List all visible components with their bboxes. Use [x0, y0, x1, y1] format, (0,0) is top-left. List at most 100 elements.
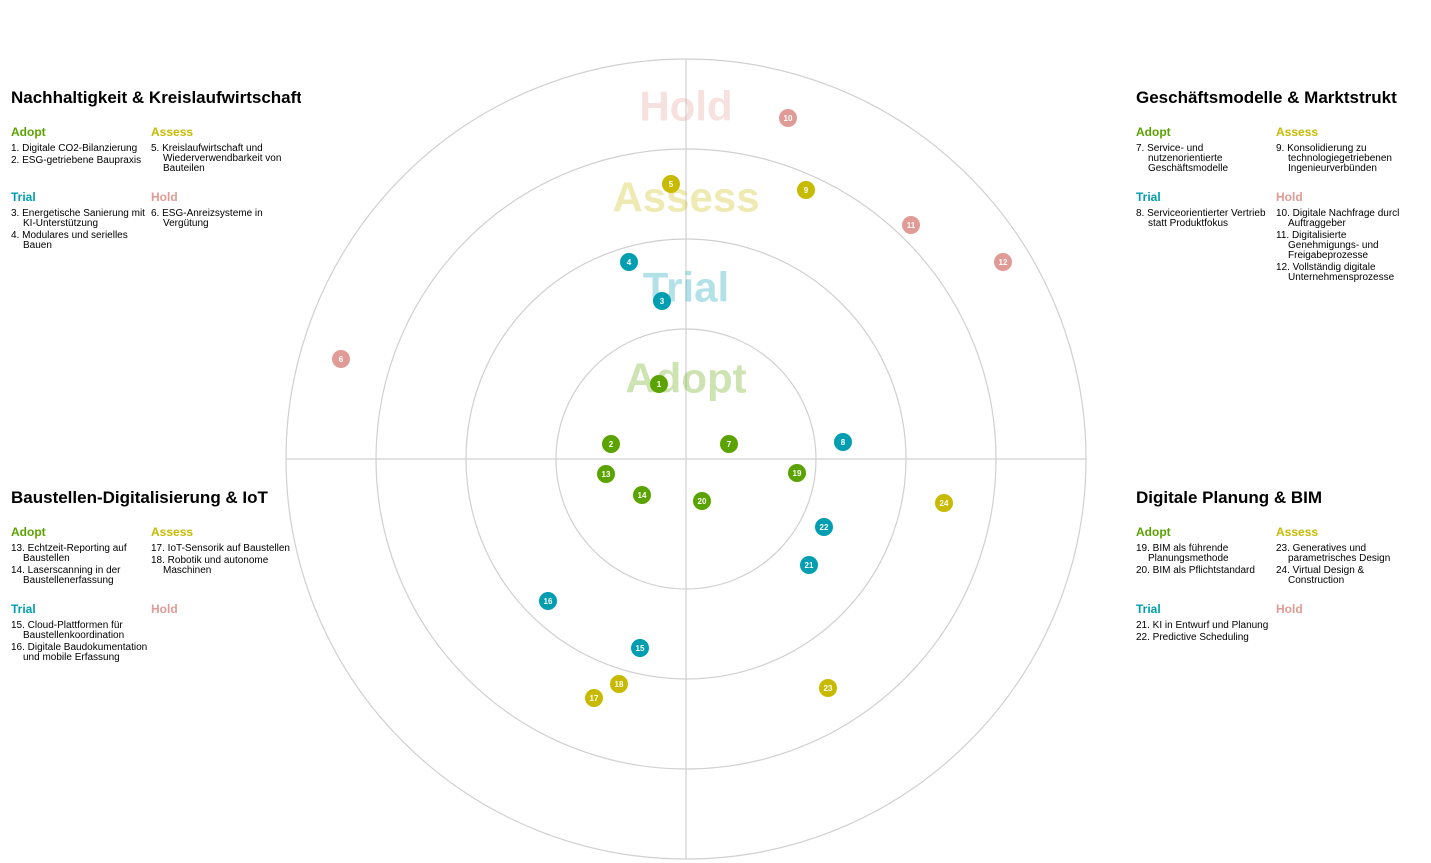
legend-item: 18. Robotik und autonome Maschinen: [151, 555, 269, 576]
legend-item: 16. Digitale Baudokumentation und mobile…: [11, 642, 148, 663]
legend-item-list: 21. KI in Entwurf und Planung 22. Predict…: [1136, 621, 1276, 643]
legend-item: 6. ESG-Anreizsysteme in Vergütung: [151, 208, 263, 229]
legend-ring-trial: Trial 15. Cloud-Plattformen für Baustelle…: [11, 602, 151, 665]
ring-label-assess: Assess: [612, 174, 759, 221]
blip-number: 15: [636, 644, 645, 653]
legend-item: 12. Vollständig digitale Unternehmenspro…: [1276, 262, 1395, 283]
blip-dot: [693, 492, 711, 510]
legend-ring-heading: Adopt: [11, 525, 46, 539]
legend-ring-adopt: Adopt 19. BIM als führende Planungsmethod…: [1136, 525, 1276, 588]
legend-ring-hold: Hold: [151, 602, 291, 665]
blip-number: 22: [820, 523, 829, 532]
quadrant-legend-planung-bim: Digitale Planung & BIM Adopt 19. BIM als …: [1136, 488, 1411, 659]
legend-item-list: 10. Digitale Nachfrage durcl Auftraggebe…: [1276, 209, 1411, 283]
legend-ring-heading: Hold: [151, 190, 178, 204]
legend-item-list: 23. Generatives und parametrisches Desig…: [1276, 544, 1411, 586]
quadrant-title: Geschäftsmodelle & Marktstrukt: [1136, 88, 1397, 107]
legend-item: 10. Digitale Nachfrage durcl Auftraggebe…: [1276, 208, 1400, 229]
legend-item-list: 17. IoT-Sensorik auf Baustellen 18. Robot…: [151, 544, 291, 576]
legend-item-list: 8. Serviceorientierter Vertrieb statt Pr…: [1136, 209, 1276, 229]
legend-item-list: 7. Service- und nutzenorientierte Geschä…: [1136, 144, 1276, 174]
blip-dot: [332, 350, 350, 368]
quadrant-legend-nachhaltigkeit: Nachhaltigkeit & Kreislaufwirtschaft Ado…: [11, 88, 301, 267]
blip-dot: [902, 216, 920, 234]
legend-ring-assess: Assess 9. Konsolidierung zu technologiege…: [1276, 125, 1411, 176]
blip-18: 18: [610, 675, 628, 693]
blip-number: 18: [615, 680, 624, 689]
quadrant-title: Baustellen-Digitalisierung & IoT: [11, 488, 268, 507]
blip-dot: [620, 253, 638, 271]
blip-6: 6: [332, 350, 350, 368]
legend-item: 8. Serviceorientierter Vertrieb statt Pr…: [1136, 208, 1266, 229]
blip-20: 20: [693, 492, 711, 510]
legend-item: 23. Generatives und parametrisches Desig…: [1276, 543, 1391, 564]
legend-ring-heading: Assess: [151, 125, 194, 139]
legend-ring-heading: Hold: [151, 602, 178, 616]
legend-ring-hold: Hold 10. Digitale Nachfrage durcl Auftrag…: [1276, 190, 1411, 285]
quadrant-legend-baustellen: Baustellen-Digitalisierung & IoT Adopt 13…: [11, 488, 301, 679]
legend-ring-heading: Assess: [151, 525, 194, 539]
blip-dot: [819, 679, 837, 697]
blip-number: 24: [940, 499, 949, 508]
blip-number: 23: [824, 684, 833, 693]
blip-number: 1: [657, 380, 662, 389]
blip-23: 23: [819, 679, 837, 697]
blip-4: 4: [620, 253, 638, 271]
blip-dot: [597, 465, 615, 483]
blip-dot: [539, 592, 557, 610]
blip-number: 8: [841, 438, 846, 447]
blip-10: 10: [779, 109, 797, 127]
blip-13: 13: [597, 465, 615, 483]
legend-item: 5. Kreislaufwirtschaft und Wiederverwend…: [151, 143, 282, 174]
blip-22: 22: [815, 518, 833, 536]
blip-number: 2: [609, 440, 614, 449]
legend-item-list: 6. ESG-Anreizsysteme in Vergütung: [151, 209, 291, 229]
legend-ring-heading: Hold: [1276, 190, 1303, 204]
legend-ring-heading: Adopt: [1136, 525, 1171, 539]
blip-16: 16: [539, 592, 557, 610]
legend-ring-hold: Hold 6. ESG-Anreizsysteme in Vergütung: [151, 190, 291, 253]
blip-dot: [720, 435, 738, 453]
blip-number: 19: [793, 469, 802, 478]
legend-item-list: 9. Konsolidierung zu technologiegetriebe…: [1276, 144, 1411, 174]
blip-number: 21: [805, 561, 814, 570]
blip-dot: [585, 689, 603, 707]
blip-8: 8: [834, 433, 852, 451]
blip-dot: [631, 639, 649, 657]
ring-label-adopt: Adopt: [625, 355, 746, 402]
blip-12: 12: [994, 253, 1012, 271]
radar-grid: [285, 58, 1087, 860]
legend-ring-adopt: Adopt 13. Echtzeit-Reporting auf Baustell…: [11, 525, 151, 588]
legend-item-list: 1. Digitale CO2-Bilanzierung 2. ESG-getri…: [11, 144, 151, 166]
blip-dot: [650, 375, 668, 393]
blip-dot: [815, 518, 833, 536]
legend-item: 3. Energetische Sanierung mit KI-Unterst…: [11, 208, 145, 229]
blip-11: 11: [902, 216, 920, 234]
blip-7: 7: [720, 435, 738, 453]
blip-number: 20: [698, 497, 707, 506]
legend-ring-heading: Adopt: [11, 125, 46, 139]
blip-dot: [797, 181, 815, 199]
legend-ring-heading: Assess: [1276, 525, 1319, 539]
blip-number: 17: [590, 694, 599, 703]
blip-24: 24: [935, 494, 953, 512]
blip-2: 2: [602, 435, 620, 453]
blip-17: 17: [585, 689, 603, 707]
legend-item: 17. IoT-Sensorik auf Baustellen: [151, 543, 290, 554]
blip-21: 21: [800, 556, 818, 574]
legend-item-list: 19. BIM als führende Planungsmethode 20. …: [1136, 544, 1276, 576]
legend-item: 14. Laserscanning in der Baustellenerfas…: [11, 565, 121, 586]
legend-ring-assess: Assess 5. Kreislaufwirtschaft und Wiederv…: [151, 125, 291, 176]
legend-ring-heading: Hold: [1276, 602, 1303, 616]
blip-number: 4: [627, 258, 632, 267]
legend-item-list: 5. Kreislaufwirtschaft und Wiederverwend…: [151, 144, 291, 174]
blip-number: 12: [999, 258, 1008, 267]
blip-dot: [633, 486, 651, 504]
blip-number: 11: [907, 221, 916, 230]
legend-item: 11. Digitalisierte Genehmigungs- und Fre…: [1276, 230, 1379, 261]
legend-ring-heading: Trial: [1136, 602, 1161, 616]
legend-item: 20. BIM als Pflichtstandard: [1136, 565, 1255, 576]
legend-ring-assess: Assess 17. IoT-Sensorik auf Baustellen 18.…: [151, 525, 291, 588]
